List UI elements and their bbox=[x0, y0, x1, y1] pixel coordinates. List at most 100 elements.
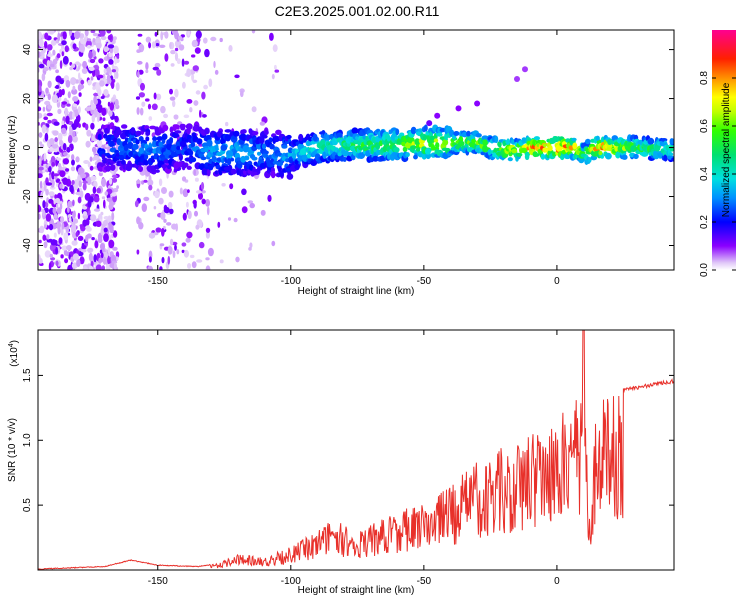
heatmap-ridge-cell bbox=[337, 152, 343, 157]
heatmap-noise-cell bbox=[169, 208, 174, 215]
heatmap-noise-cell bbox=[136, 249, 140, 255]
heatmap-noise-cell bbox=[191, 54, 196, 58]
heatmap-noise-cell bbox=[173, 114, 179, 120]
heatmap-noise-cell bbox=[48, 191, 55, 197]
heatmap-noise-cell bbox=[99, 249, 103, 254]
heatmap-ridge-cell bbox=[275, 129, 282, 135]
heatmap-noise-cell bbox=[205, 231, 210, 239]
heatmap-noise-cell bbox=[167, 255, 171, 265]
heatmap-ridge-cell bbox=[423, 134, 427, 141]
heatmap-noise-cell bbox=[108, 52, 113, 58]
heatmap-ridge-cell bbox=[220, 144, 228, 151]
heatmap-ridge-cell bbox=[312, 133, 318, 141]
heatmap-ridge-cell bbox=[524, 153, 530, 160]
heatmap-ridge-cell bbox=[237, 162, 243, 169]
heatmap-noise-cell bbox=[85, 123, 89, 131]
heatmap-ridge-cell bbox=[600, 154, 604, 159]
heatmap-ridge-cell bbox=[233, 130, 240, 137]
heatmap-noise-cell bbox=[93, 196, 100, 203]
heatmap-noise-cell bbox=[91, 113, 96, 123]
heatmap-noise-cell bbox=[92, 32, 98, 37]
heatmap-ridge-cell bbox=[507, 157, 513, 162]
heatmap-ridge-cell bbox=[106, 154, 113, 159]
heatmap-noise-cell bbox=[109, 262, 115, 269]
heatmap-noise-cell bbox=[205, 227, 211, 233]
heatmap-noise-cell bbox=[192, 65, 199, 72]
heatmap-ridge-cell bbox=[442, 139, 449, 146]
snr-series-line bbox=[38, 330, 674, 570]
heatmap-noise-cell bbox=[48, 174, 52, 182]
heatmap-ridge-cell bbox=[414, 138, 421, 146]
heatmap-noise-cell bbox=[67, 264, 72, 270]
heatmap-noise-cell bbox=[53, 151, 60, 155]
heatmap-noise-cell bbox=[214, 69, 219, 75]
heatmap-noise-cell bbox=[81, 67, 88, 74]
heatmap-noise-cell bbox=[62, 158, 70, 165]
heatmap-noise-cell bbox=[196, 259, 203, 263]
heatmap-noise-cell bbox=[90, 122, 95, 130]
heatmap-ridge-cell bbox=[261, 153, 269, 158]
heatmap-ridge-cell bbox=[286, 173, 294, 180]
heatmap-ridge-cell bbox=[532, 151, 538, 158]
heatmap-ridge-cell bbox=[144, 153, 149, 160]
heatmap-noise-cell bbox=[96, 114, 100, 123]
heatmap-y-tick-label: 40 bbox=[22, 44, 33, 56]
heatmap-noise-cell bbox=[249, 242, 253, 249]
heatmap-noise-cell bbox=[136, 216, 141, 225]
heatmap-noise-cell bbox=[71, 262, 78, 269]
heatmap-noise-cell bbox=[181, 242, 187, 247]
heatmap-noise-cell bbox=[89, 165, 94, 171]
heatmap-noise-cell bbox=[58, 89, 63, 98]
colorbar-ticks: 0.0 0.2 0.4 0.6 0.8 bbox=[699, 71, 736, 277]
heatmap-ridge-cell bbox=[270, 170, 276, 179]
heatmap-noise-cell bbox=[93, 154, 100, 161]
heatmap-ridge-cell bbox=[410, 145, 417, 150]
heatmap-noise-cell bbox=[181, 176, 187, 182]
heatmap-noise-cell bbox=[47, 93, 51, 101]
snr-y-scale-close: ) bbox=[9, 340, 20, 343]
heatmap-noise-cell bbox=[54, 137, 58, 143]
heatmap-ridge-cell bbox=[161, 133, 168, 140]
heatmap-noise-cell bbox=[70, 77, 77, 86]
heatmap-noise-cell bbox=[62, 55, 69, 65]
heatmap-ridge-cell bbox=[169, 126, 174, 133]
snr-y-label: SNR (10 * v/v) bbox=[7, 418, 18, 482]
heatmap-noise-cell bbox=[103, 199, 106, 209]
heatmap-noise-cell bbox=[72, 85, 76, 91]
snr-panel: -150 -100 -50 0 0.5 1.0 1.5 Height of straigh… bbox=[7, 329, 675, 596]
heatmap-ridge-cell bbox=[204, 127, 210, 135]
heatmap-noise-cell bbox=[65, 79, 71, 88]
heatmap-ridge-cell bbox=[150, 158, 155, 163]
heatmap-ridge-cell bbox=[185, 139, 189, 143]
heatmap-noise-cell bbox=[62, 31, 67, 40]
heatmap-noise-cell bbox=[274, 64, 277, 70]
heatmap-noise-cell bbox=[135, 96, 141, 100]
heatmap-noise-cell bbox=[49, 253, 53, 258]
heatmap-noise-cell bbox=[97, 74, 104, 79]
heatmap-noise-cell bbox=[47, 53, 54, 57]
heatmap-noise-cell bbox=[61, 127, 67, 134]
heatmap-noise-cell bbox=[66, 103, 71, 107]
heatmap-noise-cell bbox=[247, 200, 254, 204]
heatmap-noise-cell bbox=[147, 179, 154, 187]
heatmap-ridge-cell bbox=[206, 168, 211, 177]
heatmap-noise-cell bbox=[51, 171, 55, 180]
heatmap-ridge-cell bbox=[224, 134, 232, 142]
colorbar-tick-label: 0.4 bbox=[699, 167, 710, 181]
heatmap-ridge-cell bbox=[127, 141, 134, 150]
heatmap-noise-cell bbox=[68, 111, 74, 120]
heatmap-noise-cell bbox=[69, 126, 73, 135]
heatmap-ridge-cell bbox=[112, 137, 118, 143]
heatmap-noise-cell bbox=[161, 256, 165, 264]
heatmap-noise-cell bbox=[148, 232, 156, 239]
colorbar-ramp bbox=[712, 30, 736, 270]
heatmap-noise-cell bbox=[203, 37, 208, 44]
heatmap-ridge-cell bbox=[251, 156, 258, 161]
heatmap-noise-cell bbox=[171, 223, 178, 230]
heatmap-noise-cell bbox=[181, 58, 185, 67]
heatmap-noise-cell bbox=[103, 46, 109, 53]
heatmap-noise-cell bbox=[50, 39, 57, 46]
heatmap-noise-cell bbox=[148, 42, 152, 49]
heatmap-noise-cell bbox=[251, 30, 256, 34]
